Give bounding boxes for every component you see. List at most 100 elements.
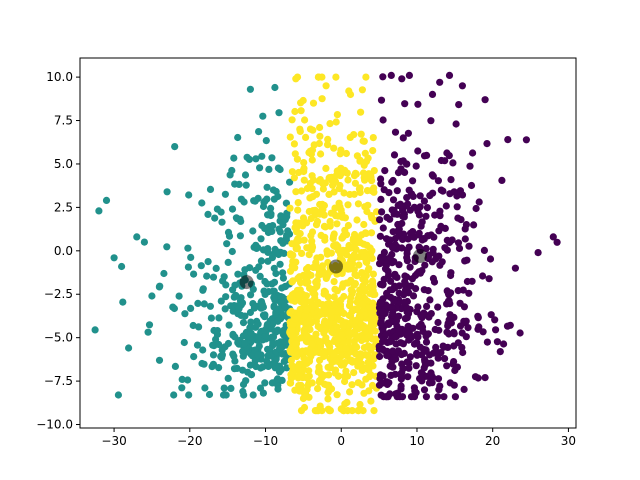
- scatter-point: [302, 292, 310, 300]
- scatter-point: [458, 191, 467, 199]
- scatter-point: [277, 212, 285, 220]
- scatter-point: [254, 244, 262, 252]
- scatter-point: [330, 293, 338, 301]
- scatter-point: [256, 384, 265, 392]
- scatter-point: [268, 227, 276, 235]
- scatter-point: [325, 174, 333, 182]
- scatter-point: [329, 232, 338, 240]
- scatter-point: [437, 222, 445, 230]
- scatter-point: [321, 236, 329, 244]
- scatter-point: [312, 221, 321, 229]
- scatter-point: [503, 322, 512, 330]
- scatter-point: [360, 344, 368, 352]
- scatter-point: [268, 379, 276, 387]
- scatter-point: [230, 365, 239, 373]
- scatter-point: [276, 228, 284, 236]
- scatter-point: [209, 351, 218, 359]
- scatter-point: [332, 73, 340, 81]
- scatter-point: [246, 323, 254, 331]
- scatter-point: [250, 197, 258, 205]
- scatter-point: [291, 340, 300, 348]
- scatter-point: [383, 393, 391, 401]
- scatter-point: [420, 386, 429, 394]
- scatter-point: [350, 251, 358, 259]
- scatter-point: [355, 261, 363, 269]
- scatter-point: [194, 299, 202, 307]
- scatter-point: [350, 172, 359, 180]
- scatter-point: [464, 324, 472, 332]
- scatter-point: [255, 263, 263, 271]
- scatter-point: [295, 291, 303, 299]
- y-tick-label: −7.5: [44, 374, 73, 388]
- scatter-point: [416, 192, 424, 200]
- scatter-point: [463, 256, 471, 264]
- scatter-point: [169, 303, 177, 311]
- scatter-point: [415, 268, 423, 276]
- scatter-point: [148, 292, 156, 300]
- scatter-point: [483, 140, 491, 148]
- scatter-point: [288, 326, 296, 334]
- scatter-point: [319, 185, 327, 193]
- scatter-point: [467, 181, 476, 190]
- centroid-markers: [239, 249, 427, 290]
- scatter-point: [360, 220, 368, 229]
- scatter-point: [348, 358, 356, 366]
- scatter-point: [440, 393, 448, 401]
- scatter-point: [215, 364, 223, 372]
- scatter-point: [239, 366, 247, 374]
- scatter-point: [189, 321, 197, 330]
- scatter-point: [258, 152, 266, 160]
- scatter-point: [91, 326, 99, 334]
- scatter-point: [261, 290, 269, 298]
- scatter-point: [222, 293, 230, 301]
- scatter-point: [418, 351, 426, 359]
- scatter-point: [434, 177, 442, 185]
- scatter-point: [281, 338, 289, 346]
- scatter-point: [308, 243, 317, 251]
- scatter-point: [442, 202, 450, 210]
- scatter-point: [305, 251, 313, 259]
- scatter-point: [427, 310, 435, 318]
- scatter-point: [223, 240, 231, 248]
- scatter-point: [187, 304, 195, 312]
- scatter-point: [417, 369, 425, 377]
- scatter-point: [399, 212, 407, 220]
- scatter-point: [449, 159, 457, 167]
- scatter-point: [418, 377, 426, 385]
- scatter-point: [373, 208, 381, 216]
- scatter-point: [318, 200, 326, 208]
- scatter-point: [389, 228, 397, 236]
- scatter-point: [279, 269, 287, 277]
- scatter-point: [389, 196, 398, 204]
- scatter-point: [324, 389, 332, 397]
- scatter-point: [427, 117, 435, 125]
- scatter-point: [247, 371, 255, 379]
- scatter-point: [429, 249, 437, 257]
- scatter-point: [361, 229, 370, 237]
- scatter-point: [270, 195, 278, 203]
- scatter-point: [241, 266, 249, 274]
- scatter-point: [334, 372, 343, 380]
- scatter-point: [420, 286, 428, 294]
- scatter-point: [428, 90, 437, 98]
- scatter-point: [356, 400, 364, 409]
- scatter-point: [365, 265, 373, 273]
- scatter-point: [185, 191, 193, 199]
- scatter-point: [254, 320, 262, 328]
- scatter-point: [355, 407, 363, 415]
- scatter-point: [469, 149, 477, 157]
- y-tick-label: 2.5: [54, 200, 73, 214]
- scatter-point: [277, 293, 285, 301]
- scatter-point: [279, 274, 287, 282]
- scatter-point: [178, 375, 186, 383]
- scatter-point: [311, 294, 319, 302]
- scatter-point: [378, 345, 386, 353]
- scatter-point: [265, 362, 273, 370]
- scatter-point: [346, 388, 354, 396]
- scatter-point: [474, 325, 482, 333]
- scatter-point: [274, 164, 282, 172]
- scatter-point: [447, 176, 455, 184]
- scatter-point: [195, 323, 203, 331]
- scatter-point: [337, 405, 345, 413]
- scatter-point: [357, 130, 365, 138]
